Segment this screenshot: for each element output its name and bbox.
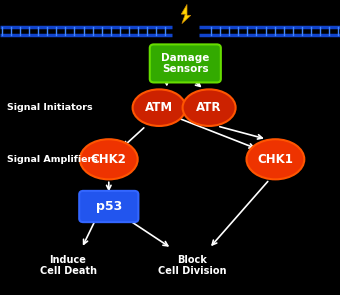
Ellipse shape	[246, 139, 304, 179]
Ellipse shape	[80, 139, 138, 179]
Text: Signal Initiators: Signal Initiators	[7, 103, 92, 112]
Text: Damage
Sensors: Damage Sensors	[161, 53, 209, 74]
Ellipse shape	[133, 89, 186, 126]
Text: ATM: ATM	[145, 101, 173, 114]
Ellipse shape	[183, 89, 236, 126]
Text: ATR: ATR	[197, 101, 222, 114]
Text: Signal Amplifiers: Signal Amplifiers	[7, 155, 98, 164]
Text: CHK2: CHK2	[91, 153, 127, 166]
FancyBboxPatch shape	[150, 44, 221, 82]
Text: Induce
Cell Death: Induce Cell Death	[39, 255, 97, 276]
Text: p53: p53	[96, 200, 122, 213]
FancyBboxPatch shape	[79, 191, 138, 222]
Text: CHK1: CHK1	[257, 153, 293, 166]
Polygon shape	[181, 4, 191, 24]
Text: Block
Cell Division: Block Cell Division	[158, 255, 226, 276]
